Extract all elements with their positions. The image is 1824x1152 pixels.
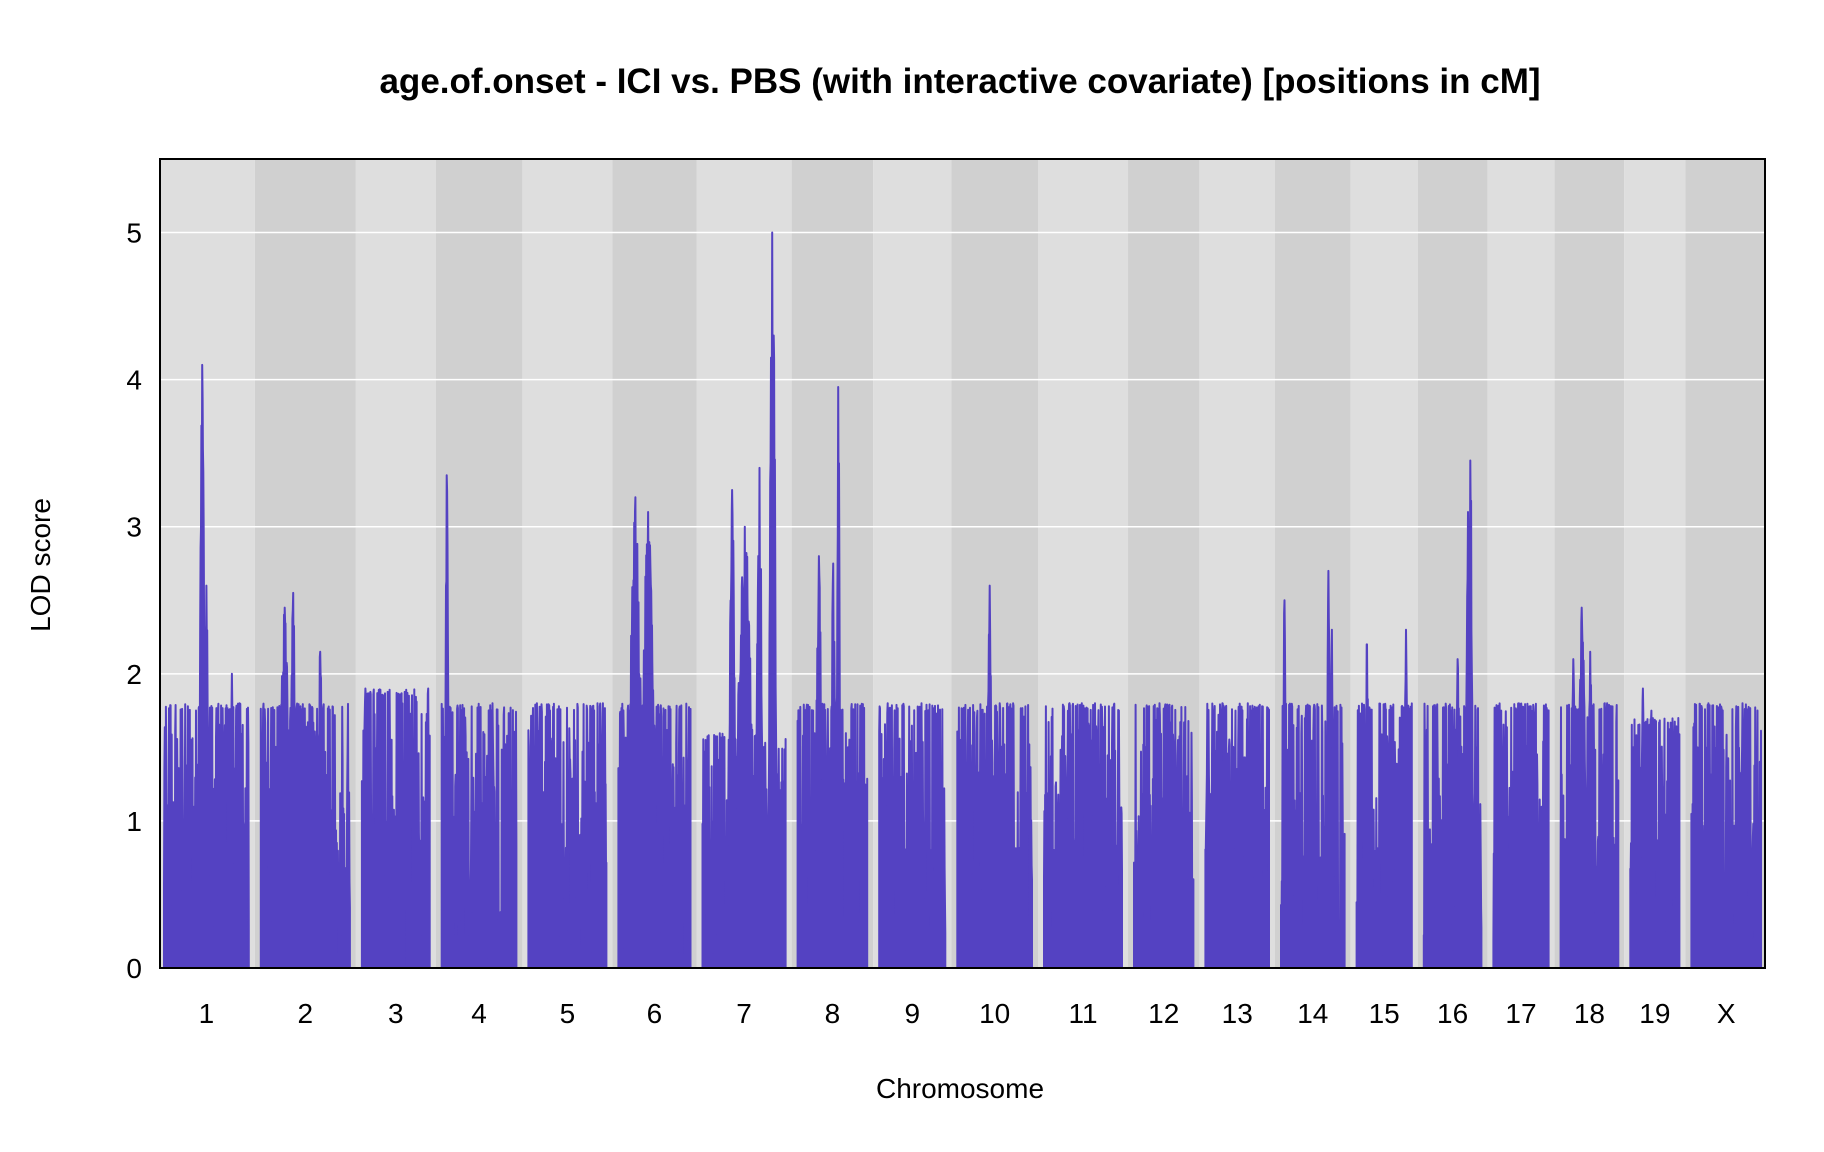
x-tick-label-chr17: 17 bbox=[1505, 998, 1536, 1029]
lod-curve-chr17 bbox=[1492, 702, 1550, 969]
x-tick-label-chr3: 3 bbox=[388, 998, 404, 1029]
lod-curve-chr13 bbox=[1204, 702, 1270, 969]
lod-curve-chr3 bbox=[360, 687, 431, 968]
lod-series bbox=[163, 231, 1762, 969]
lod-curve-chr4 bbox=[440, 474, 518, 968]
lod-curve-chr18 bbox=[1559, 606, 1620, 968]
lod-curve-chr19 bbox=[1629, 687, 1681, 968]
y-tick-label: 5 bbox=[126, 218, 142, 249]
x-tick-label-chrX: X bbox=[1717, 998, 1736, 1029]
x-tick-label-chr16: 16 bbox=[1437, 998, 1468, 1029]
x-tick-label-chr11: 11 bbox=[1068, 998, 1097, 1029]
lod-curve-chr7 bbox=[701, 231, 787, 968]
x-tick-label-chr2: 2 bbox=[298, 998, 314, 1029]
x-tick-label-chr7: 7 bbox=[736, 998, 752, 1029]
x-axis-ticks: 1 2 3 4 5 6 7 8 9 10 11 12 13 14 15 16 17 18 19 X bbox=[199, 998, 1736, 1029]
x-tick-label-chr4: 4 bbox=[471, 998, 487, 1029]
x-tick-label-chr14: 14 bbox=[1297, 998, 1328, 1029]
x-tick-label-chr9: 9 bbox=[904, 998, 920, 1029]
y-tick-label: 0 bbox=[126, 953, 142, 984]
lod-curve-chr9 bbox=[878, 702, 947, 968]
x-tick-label-chr15: 15 bbox=[1369, 998, 1400, 1029]
lod-curve-chrX bbox=[1690, 702, 1762, 968]
lod-curve-chr16 bbox=[1422, 459, 1483, 968]
x-tick-label-chr5: 5 bbox=[560, 998, 576, 1029]
lod-curve-chr12 bbox=[1133, 702, 1195, 968]
lod-curve-chr14 bbox=[1280, 569, 1346, 968]
lod-curve-chr15 bbox=[1355, 628, 1413, 968]
lod-curve-chr6 bbox=[617, 496, 692, 969]
lod-curve-chr5 bbox=[527, 702, 608, 968]
y-axis-ticks: 0 1 2 3 4 5 bbox=[126, 218, 142, 984]
x-tick-label-chr19: 19 bbox=[1639, 998, 1670, 1029]
x-axis-label: Chromosome bbox=[876, 1073, 1044, 1104]
x-tick-label-chr18: 18 bbox=[1574, 998, 1605, 1029]
x-tick-label-chr13: 13 bbox=[1222, 998, 1253, 1029]
x-tick-label-chr10: 10 bbox=[979, 998, 1010, 1029]
x-tick-label-chr8: 8 bbox=[825, 998, 841, 1029]
y-tick-label: 4 bbox=[126, 365, 142, 396]
x-tick-label-chr1: 1 bbox=[199, 998, 215, 1029]
y-axis-label: LOD score bbox=[25, 498, 56, 632]
lod-curve-chr8 bbox=[796, 386, 869, 968]
y-tick-label: 3 bbox=[126, 512, 142, 543]
chart-title: age.of.onset - ICI vs. PBS (with interac… bbox=[379, 62, 1540, 101]
lod-curve-chr2 bbox=[259, 591, 351, 969]
x-tick-label-chr6: 6 bbox=[647, 998, 663, 1029]
lod-curve-chr10 bbox=[956, 584, 1033, 969]
x-tick-label-chr12: 12 bbox=[1148, 998, 1179, 1029]
plot-border bbox=[159, 158, 1766, 969]
lod-curve-chr11 bbox=[1043, 702, 1123, 968]
lod-curve-chr1 bbox=[163, 363, 250, 968]
y-tick-label: 1 bbox=[126, 806, 142, 837]
y-tick-label: 2 bbox=[126, 659, 142, 690]
